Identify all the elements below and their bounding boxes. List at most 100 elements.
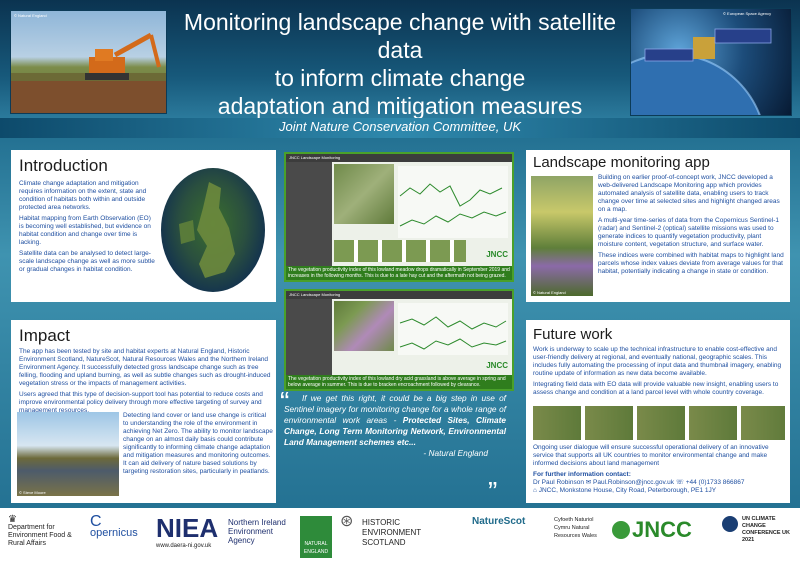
habitat-photo-strip xyxy=(533,406,785,440)
app-map-view xyxy=(334,164,394,224)
hero-photo-excavator: © Natural England xyxy=(10,10,167,114)
future-work-panel: Future work Work is underway to scale up… xyxy=(526,320,790,503)
jncc-logo: JNCC xyxy=(612,518,712,542)
title-line-1: Monitoring landscape change with satelli… xyxy=(183,9,617,63)
jncc-badge-top: JNCC xyxy=(486,250,508,259)
bottom-screenshot-caption: The vegetation productivity index of thi… xyxy=(286,375,512,389)
hero-left-credit: © Natural England xyxy=(14,13,47,18)
introduction-text: Climate change adaptation and mitigation… xyxy=(19,180,155,277)
uk-satellite-map xyxy=(161,168,265,292)
app-time-series-charts xyxy=(398,166,508,238)
jncc-text: JNCC xyxy=(631,517,692,542)
hero-photo-satellite: © European Space Agency xyxy=(630,8,792,116)
impact-paragraph-2: Users agreed that this type of decision-… xyxy=(19,391,263,414)
partner-logo-footer: ♛ Department for Environment Food & Rura… xyxy=(0,508,800,566)
app-paragraph-1: Building on earlier proof-of-concept wor… xyxy=(598,174,780,213)
subtitle-bar xyxy=(0,118,800,138)
contact-name: Dr Paul Robinson xyxy=(533,479,584,486)
app-paragraph-3: These indices were combined with habitat… xyxy=(598,252,784,275)
natural-england-quote: If we get this right, it could be a big … xyxy=(284,393,506,459)
cop26-logo: UN CLIMATE CHANGE CONFERENCE UK 2021 xyxy=(722,516,794,543)
app-sidebar xyxy=(286,162,332,266)
peatland-photo: © Steve Moore xyxy=(17,412,119,496)
cop26-text: UN CLIMATE CHANGE CONFERENCE UK 2021 xyxy=(742,516,790,543)
impact-heading: Impact xyxy=(19,326,71,345)
niea-url: www.daera-ni.gov.uk xyxy=(156,543,212,549)
impact-photo-credit: © Steve Moore xyxy=(19,490,46,495)
nrw-text: Cyfoeth Naturiol Cymru Natural Resources… xyxy=(554,517,597,539)
hes-icon: ⊛ xyxy=(340,513,354,530)
future-paragraph-3: Ongoing user dialogue will ensure succes… xyxy=(533,444,769,467)
landscape-app-heading: Landscape monitoring app xyxy=(533,154,710,171)
satellite-illustration xyxy=(631,28,772,115)
introduction-paragraph-3: Satellite data can be analysed to detect… xyxy=(19,250,155,273)
contact-email[interactable]: Paul.Robinson@jncc.gov.uk xyxy=(593,479,674,486)
landscape-app-panel: Landscape monitoring app © Natural Engla… xyxy=(526,150,790,302)
impact-paragraph-1: The app has been tested by site and habi… xyxy=(19,348,271,387)
jncc-globe-icon xyxy=(612,521,630,539)
hes-logo: ⊛ HISTORIC ENVIRONMENT SCOTLAND xyxy=(340,514,460,548)
contact-address-line: ⌂ JNCC, Monkstone House, City Road, Pete… xyxy=(533,487,785,495)
uk-outline-graphic xyxy=(179,182,235,278)
title-line-2: to inform climate change xyxy=(274,65,526,91)
impact-panel: Impact The app has been tested by site a… xyxy=(11,320,276,503)
impact-text-top: The app has been tested by site and habi… xyxy=(19,348,271,418)
email-icon: ✉ xyxy=(585,479,594,486)
title-line-3: adaptation and mitigation measures xyxy=(217,93,583,119)
future-text-top: Work is underway to scale up the technic… xyxy=(533,346,785,400)
app-photo-credit: © Natural England xyxy=(533,290,566,295)
landscape-app-text: Building on earlier proof-of-concept wor… xyxy=(598,174,786,279)
app-screenshot-top: JNCC Landscape Monitoring JNCC The veget… xyxy=(284,152,514,282)
niea-logo: NIEA Northern Ireland Environment Agency… xyxy=(156,514,296,550)
copernicus-c-icon: C xyxy=(90,513,102,530)
nrw-logo: Cyfoeth Naturiol Cymru Natural Resources… xyxy=(554,516,606,540)
introduction-heading: Introduction xyxy=(19,156,108,175)
jncc-badge-bottom: JNCC xyxy=(486,361,508,370)
quote-open-mark: “ xyxy=(280,386,290,417)
app-screenshot-bottom: JNCC Landscape Monitoring JNCC The veget… xyxy=(284,289,514,391)
defra-logo: ♛ Department for Environment Food & Rura… xyxy=(8,514,80,548)
impact-paragraph-3: Detecting land cover or land use change … xyxy=(123,412,273,475)
future-text-bottom: Ongoing user dialogue will ensure succes… xyxy=(533,444,785,495)
introduction-panel: Introduction Climate change adaptation a… xyxy=(11,150,276,302)
hes-text: HISTORIC ENVIRONMENT SCOTLAND xyxy=(362,518,421,547)
poster-title: Monitoring landscape change with satelli… xyxy=(160,8,640,120)
copernicus-logo: C opernicus xyxy=(90,514,150,539)
phone-icon: ☏ xyxy=(675,479,686,486)
app-time-series-charts-2 xyxy=(398,303,508,355)
app-sidebar-2 xyxy=(286,299,332,377)
address-icon: ⌂ xyxy=(533,487,539,494)
contact-phone: +44 (0)1733 866867 xyxy=(685,479,745,486)
natural-england-text: NATURAL ENGLAND xyxy=(303,541,329,555)
introduction-paragraph-1: Climate change adaptation and mitigation… xyxy=(19,180,147,211)
hero-right-credit: © European Space Agency xyxy=(723,11,772,16)
app-map-view-2 xyxy=(334,301,394,351)
top-screenshot-caption: The vegetation productivity index of thi… xyxy=(286,266,512,280)
natural-england-logo: NATURAL ENGLAND xyxy=(300,516,332,558)
future-work-heading: Future work xyxy=(533,326,613,343)
quote-close-mark: ” xyxy=(488,476,498,507)
future-paragraph-1: Work is underway to scale up the technic… xyxy=(533,346,782,377)
copernicus-text: opernicus xyxy=(90,527,138,539)
app-thumbnail-strip xyxy=(334,240,466,262)
contact-heading: For further information contact: xyxy=(533,471,631,478)
excavator-illustration xyxy=(11,32,166,113)
app-title-bar-2: JNCC Landscape Monitoring xyxy=(286,291,512,299)
quote-text: If we get this right, it could be a big … xyxy=(284,393,506,425)
orchid-photo: © Natural England xyxy=(531,176,593,296)
naturescot-text: NatureScot xyxy=(472,516,526,527)
quote-emphasis: Protected Sites, Climate Change, Long Te… xyxy=(284,415,506,447)
naturescot-logo: NatureScot xyxy=(472,516,542,527)
niea-full: Northern Ireland Environment Agency xyxy=(228,518,286,545)
future-paragraph-2: Integrating field data with EO data will… xyxy=(533,381,779,396)
poster-subtitle: Joint Nature Conservation Committee, UK xyxy=(278,119,522,134)
niea-short: NIEA xyxy=(156,513,219,543)
contact-address: JNCC, Monkstone House, City Road, Peterb… xyxy=(538,487,717,494)
defra-text: Department for Environment Food & Rural … xyxy=(8,524,72,547)
app-title-bar: JNCC Landscape Monitoring xyxy=(286,154,512,162)
crest-icon: ♛ xyxy=(8,514,17,525)
app-paragraph-2: A multi-year time-series of data from th… xyxy=(598,217,779,248)
quote-attribution: - Natural England xyxy=(423,448,488,458)
cop26-globe-icon xyxy=(722,516,738,532)
introduction-paragraph-2: Habitat mapping from Earth Observation (… xyxy=(19,215,151,246)
